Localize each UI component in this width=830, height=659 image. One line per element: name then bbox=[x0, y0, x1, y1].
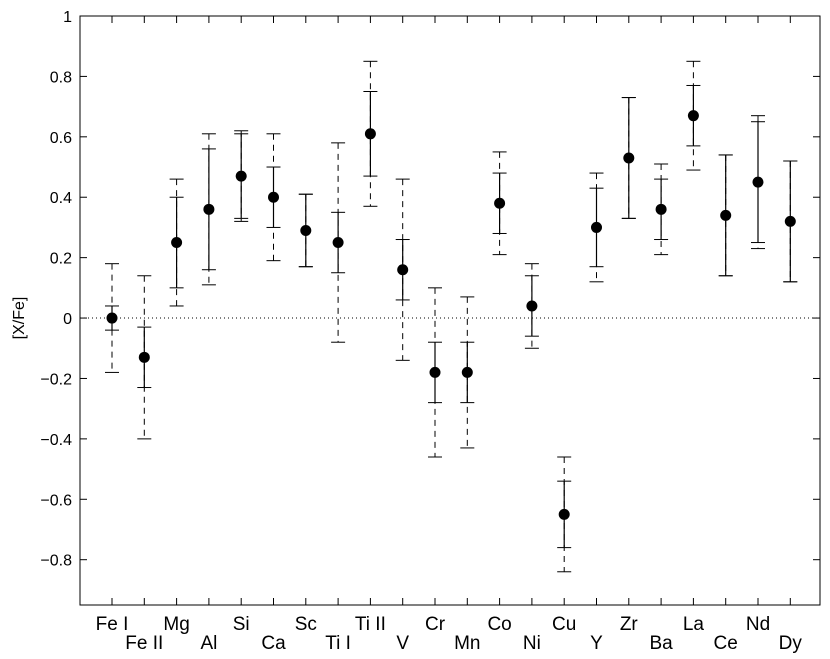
data-point bbox=[364, 128, 376, 140]
data-point bbox=[138, 351, 150, 363]
data-point bbox=[203, 203, 215, 215]
x-category-label: Ni bbox=[523, 633, 541, 654]
x-category-label: Ti II bbox=[355, 614, 386, 635]
x-category-label: Ca bbox=[261, 633, 286, 654]
y-tick-label: 0.6 bbox=[50, 130, 72, 147]
x-category-label: Ti I bbox=[325, 633, 351, 654]
data-point bbox=[591, 221, 602, 233]
y-tick-label: 0.2 bbox=[50, 251, 72, 268]
data-point bbox=[752, 176, 764, 188]
x-category-label: Cr bbox=[425, 614, 446, 635]
x-category-label: V bbox=[396, 633, 409, 654]
y-tick-label: −0.2 bbox=[40, 371, 72, 388]
x-category-label: Cu bbox=[552, 614, 576, 635]
x-category-label: Co bbox=[487, 614, 511, 635]
data-point bbox=[235, 170, 247, 182]
x-category-label: Mg bbox=[163, 614, 189, 635]
x-category-label: Mn bbox=[454, 633, 480, 654]
y-tick-label: 0.4 bbox=[50, 190, 72, 207]
x-category-label: Al bbox=[200, 633, 217, 654]
data-point bbox=[171, 237, 183, 249]
x-category-label: La bbox=[683, 614, 705, 635]
data-point bbox=[106, 312, 118, 324]
x-category-label: Sc bbox=[295, 614, 317, 635]
y-tick-label: 1 bbox=[63, 9, 72, 26]
data-point bbox=[397, 264, 409, 276]
x-category-label: Ce bbox=[714, 633, 738, 654]
x-category-label: Nd bbox=[746, 614, 770, 635]
data-point bbox=[461, 366, 473, 378]
x-category-label: Fe II bbox=[125, 633, 163, 654]
y-tick-label: 0 bbox=[63, 311, 72, 328]
y-tick-label: −0.8 bbox=[40, 553, 72, 570]
data-point bbox=[655, 203, 667, 215]
plot-frame bbox=[79, 15, 821, 606]
data-point bbox=[300, 224, 312, 236]
y-tick-label: −0.6 bbox=[40, 492, 72, 509]
y-tick-label: 0.8 bbox=[50, 69, 72, 86]
x-category-label: Fe I bbox=[96, 614, 129, 635]
data-point bbox=[720, 209, 732, 221]
x-category-label: Si bbox=[233, 614, 250, 635]
data-point bbox=[332, 237, 344, 249]
y-axis-title: [X/Fe] bbox=[11, 297, 28, 340]
data-point bbox=[494, 197, 506, 209]
x-category-label: Zr bbox=[620, 614, 639, 635]
x-category-label: Ba bbox=[649, 633, 673, 654]
data-point bbox=[429, 366, 441, 378]
data-point bbox=[268, 191, 279, 203]
data-point bbox=[558, 508, 570, 520]
data-point bbox=[687, 110, 699, 122]
x-category-label: Y bbox=[590, 633, 603, 654]
data-point bbox=[623, 152, 635, 164]
data-point bbox=[526, 300, 538, 312]
data-point bbox=[784, 215, 796, 227]
x-category-label: Dy bbox=[779, 633, 803, 654]
y-tick-label: −0.4 bbox=[40, 432, 72, 449]
